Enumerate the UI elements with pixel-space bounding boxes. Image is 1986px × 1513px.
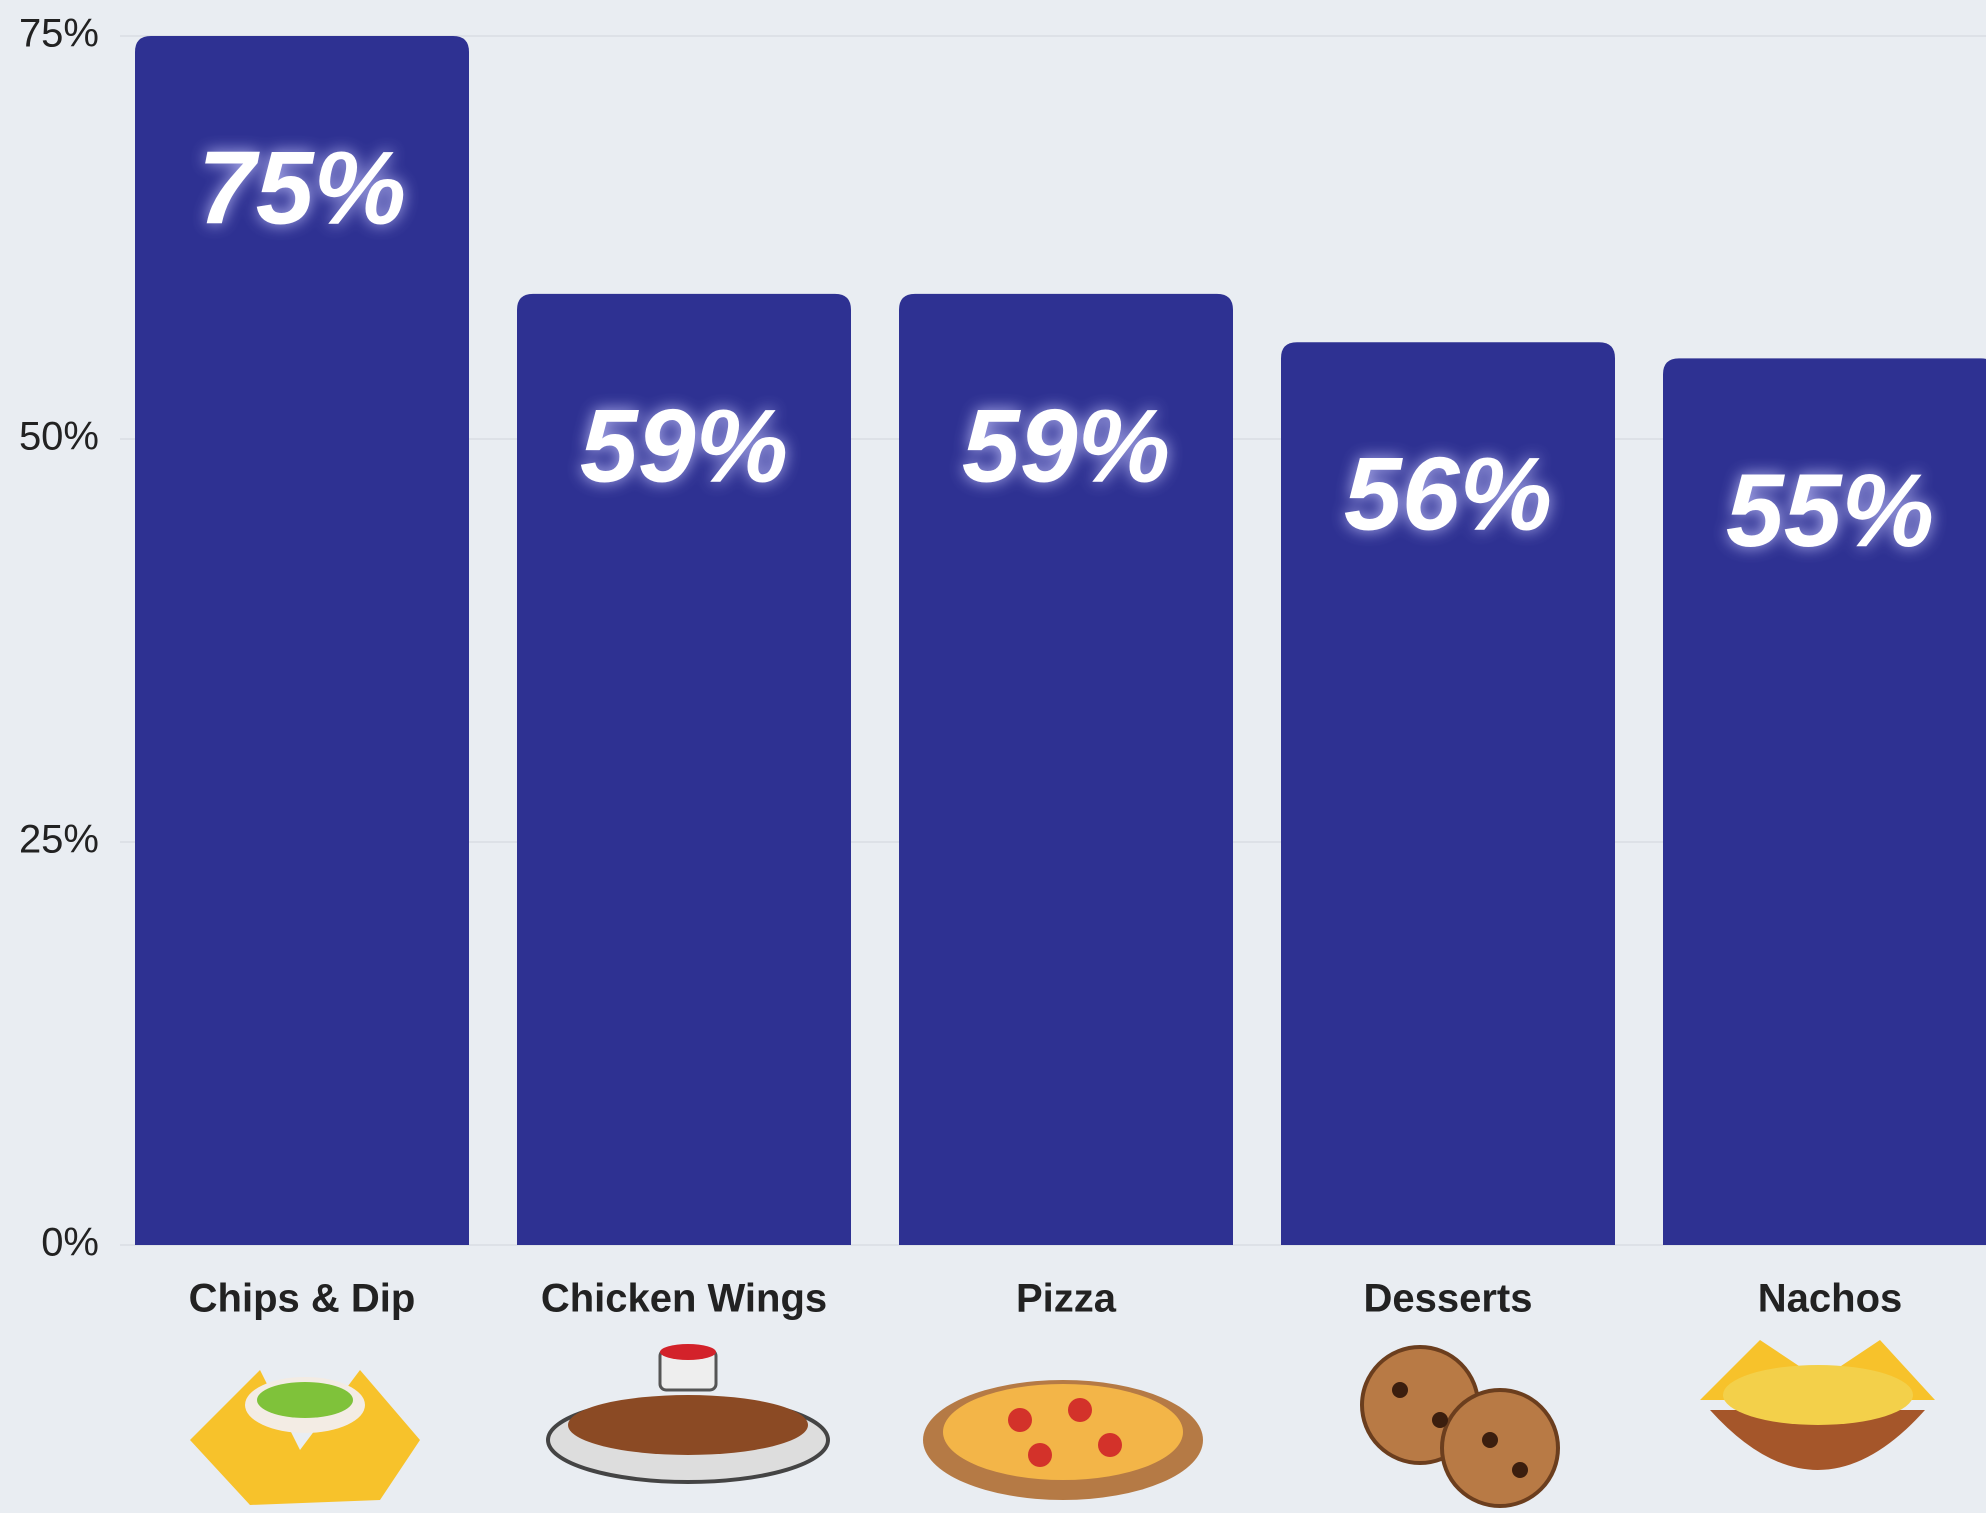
pizza-icon [923, 1380, 1203, 1500]
x-tick-label: Nachos [1758, 1277, 1903, 1321]
value-label: 56% [1344, 437, 1552, 553]
x-tick-label: Chips & Dip [189, 1277, 416, 1321]
y-tick-label: 50% [19, 415, 99, 459]
y-tick-label: 25% [19, 818, 99, 862]
bar [1281, 342, 1615, 1245]
cookies-icon [1360, 1345, 1560, 1508]
y-tick-label: 0% [41, 1221, 99, 1265]
value-label: 59% [580, 388, 788, 504]
bar [135, 36, 469, 1245]
bar [899, 293, 1233, 1245]
chips-icon [190, 1370, 420, 1505]
y-tick-label: 75% [19, 12, 99, 56]
x-tick-label: Pizza [1016, 1277, 1117, 1321]
x-tick-label: Chicken Wings [541, 1277, 827, 1321]
value-label: 55% [1726, 453, 1934, 569]
wings-icon [546, 1344, 830, 1484]
value-label: 59% [962, 388, 1170, 504]
nachos-icon [1700, 1340, 1935, 1470]
x-tick-label: Desserts [1363, 1277, 1532, 1321]
bar [1663, 358, 1986, 1245]
food-icons [190, 1340, 1935, 1508]
bar [517, 293, 851, 1245]
value-label: 75% [198, 130, 406, 246]
